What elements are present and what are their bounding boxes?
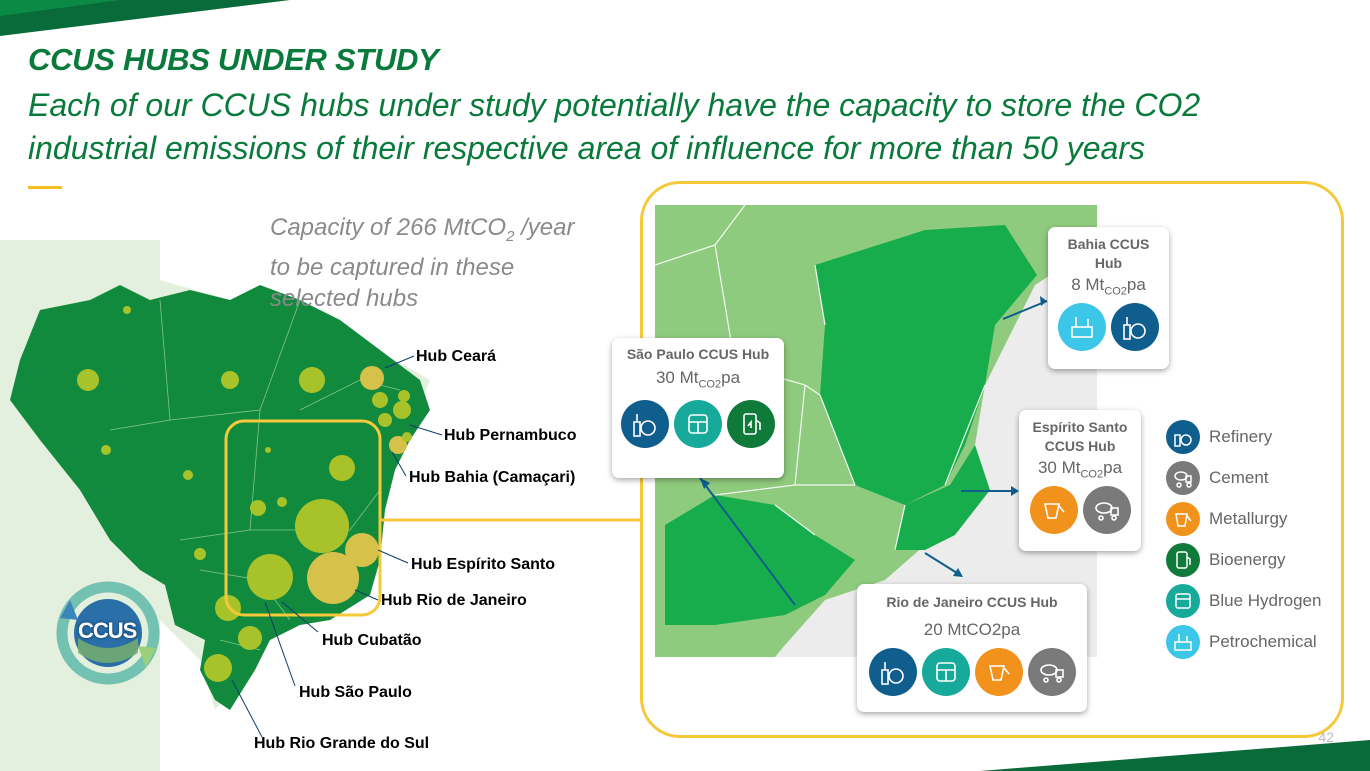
hydrogen-tank-icon [674,400,722,449]
legend-item-cement: Cement [1166,457,1321,498]
bahia-hub-title-line-2: Hub [1094,255,1123,271]
bahia-hub-card: Bahia CCUS Hub 8 MtCO2pa [1048,227,1169,369]
rio-hub-value: 20 MtCO2pa [923,620,1021,639]
legend-label: Refinery [1209,426,1273,446]
legend-label: Petrochemical [1209,631,1317,651]
espirito-santo-hub-value: 30 MtCO2pa [1019,458,1141,480]
sao-paulo-hub-card: São Paulo CCUS Hub 30 MtCO2pa [612,338,784,478]
ccus-logo: CCUS [48,578,168,688]
legend-item-refinery: Refinery [1166,416,1321,457]
label-hub-bahia: Hub Bahia (Camaçari) [409,469,576,486]
espirito-santo-hub-title-line-1: Espírito Santo [1032,419,1128,435]
metallurgy-ladle-icon [974,648,1023,696]
refinery-icon [1111,303,1159,352]
legend-label: Cement [1209,467,1269,487]
capacity-suffix: /year [514,214,575,241]
label-hub-ceara: Hub Ceará [416,348,497,365]
refinery-icon [868,648,917,696]
ccus-logo-text: CCUS [78,618,137,643]
sao-paulo-value-suffix: pa [721,368,741,387]
capacity-subscript: 2 [506,227,515,245]
capacity-line-2: to be captured in these [270,253,515,281]
bahia-value-suffix: pa [1126,275,1146,294]
bahia-value-sub: CO2 [1104,285,1127,298]
metallurgy-ladle-icon [1029,486,1078,535]
legend-label: Bioenergy [1209,549,1286,569]
petrochemical-icon [1058,303,1106,352]
label-hub-sao-paulo: Hub São Paulo [299,684,412,701]
label-hub-rio-de-janeiro: Hub Rio de Janeiro [381,592,527,609]
sao-paulo-value-sub: CO2 [698,378,722,391]
espirito-santo-value-sub: CO2 [1080,468,1104,481]
rio-hub-title: Rio de Janeiro CCUS Hub [886,594,1058,610]
bahia-value-main: 8 Mt [1071,275,1105,294]
espirito-santo-value-suffix: pa [1103,458,1123,477]
southeast-brazil-map [655,205,1097,657]
espirito-santo-value-main: 30 Mt [1037,458,1081,477]
espirito-santo-hub-title-line-2: CCUS Hub [1044,438,1116,454]
label-hub-espirito-santo: Hub Espírito Santo [411,556,555,573]
hydrogen-tank-icon [921,648,970,696]
legend-label: Metallurgy [1209,508,1288,528]
industry-legend: Refinery Cement Metallurgy Bioenergy Blu… [1166,416,1321,662]
petrochemical-icon [1166,624,1200,659]
label-hub-pernambuco: Hub Pernambuco [444,427,577,444]
ccus-logo-ring-icon [56,581,160,685]
bioenergy-pump-icon [1166,542,1200,577]
bioenergy-pump-icon [727,400,775,449]
bahia-hub-value: 8 MtCO2pa [1048,275,1169,297]
capacity-line-3: selected hubs [270,284,419,312]
cement-truck-icon [1082,486,1131,535]
page-title: CCUS HUBS UNDER STUDY [28,42,439,77]
hydrogen-tank-icon [1166,583,1200,618]
sao-paulo-industry-icons [612,400,784,449]
corner-decoration-top-left [0,0,290,36]
sao-paulo-hub-value: 30 MtCO2pa [612,368,784,390]
rio-industry-icons [857,648,1087,696]
brazil-map [0,240,640,771]
legend-label: Blue Hydrogen [1209,590,1322,610]
accent-line [28,186,62,189]
refinery-icon [1166,419,1200,454]
cement-truck-icon [1166,460,1200,495]
legend-item-bioenergy: Bioenergy [1166,539,1321,580]
sao-paulo-hub-title: São Paulo CCUS Hub [626,346,770,362]
label-hub-cubatao: Hub Cubatão [322,632,422,649]
rio-de-janeiro-hub-card: Rio de Janeiro CCUS Hub 20 MtCO2pa [857,584,1087,712]
capacity-prefix: Capacity of 266 MtCO [270,214,507,241]
cement-truck-icon [1027,648,1076,696]
page-subtitle: Each of our CCUS hubs under study potent… [28,87,1201,166]
legend-item-blue-hydrogen: Blue Hydrogen [1166,580,1321,621]
capacity-text: Capacity of 266 MtCO2 /year to be captur… [270,212,630,314]
label-hub-rio-grande-do-sul: Hub Rio Grande do Sul [254,735,430,752]
legend-item-metallurgy: Metallurgy [1166,498,1321,539]
espirito-santo-hub-card: Espírito Santo CCUS Hub 30 MtCO2pa [1019,410,1141,551]
metallurgy-ladle-icon [1166,501,1200,536]
bahia-hub-title-line-1: Bahia CCUS [1067,236,1150,252]
bahia-industry-icons [1048,303,1169,352]
legend-item-petrochemical: Petrochemical [1166,621,1321,662]
espirito-santo-industry-icons [1019,486,1141,535]
corner-decoration-bottom-right [980,740,1370,771]
refinery-icon [621,400,669,449]
page-number: 42 [1318,729,1334,745]
sao-paulo-value-main: 30 Mt [655,368,699,387]
